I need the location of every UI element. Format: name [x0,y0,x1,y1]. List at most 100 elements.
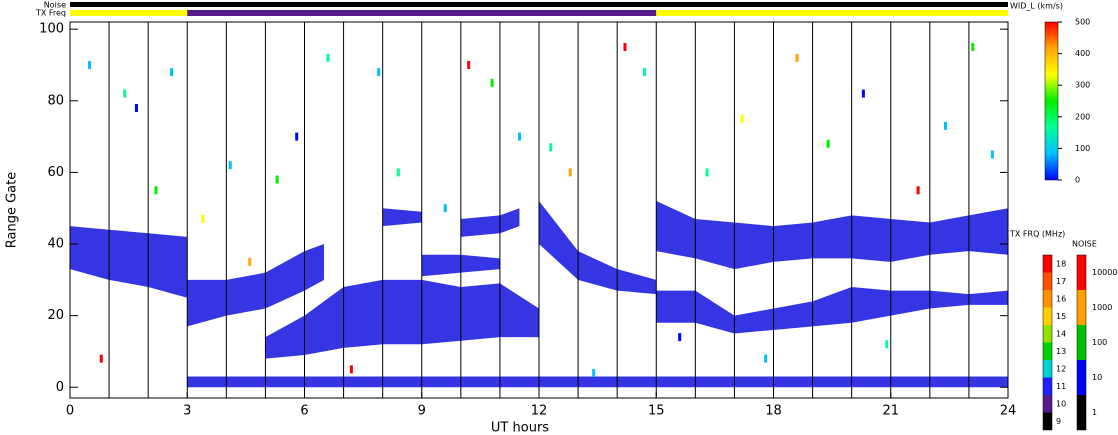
colorbar-segment [1043,255,1052,273]
colorbar-segment [1043,377,1052,395]
echo-point [916,186,920,195]
echo-point [971,43,975,52]
tx-bar-label: TX Freq [35,9,66,18]
colorbar-tick-label: 1000 [1092,303,1112,312]
colorbar-tick-label: 500 [1075,18,1090,27]
echo-point [795,53,799,62]
y-tick-label: 40 [47,237,64,252]
colorbar-segment [1077,360,1086,395]
echo-point [467,60,471,69]
echo-region [265,279,539,359]
noise-bar-title: NOISE [1072,240,1097,249]
x-tick-label: 9 [418,404,426,419]
colorbar-segment [1043,360,1052,378]
colorbar-tick-label: 10 [1092,373,1102,382]
echo-point [201,214,205,223]
x-tick-label: 6 [300,404,308,419]
noise-bar-label: Noise [44,1,66,10]
echo-point [275,175,279,184]
colorbar-segment [1043,395,1052,413]
colorbar-frame [1042,254,1053,431]
tx-freq-segment [656,10,1008,16]
colorbar-tick-label: 10000 [1092,268,1117,277]
echo-point [228,161,232,170]
echo-region [460,208,520,237]
echo-point [490,78,494,87]
x-tick-label: 24 [1000,404,1017,419]
echo-point [443,204,447,213]
colorbar-segment [1043,412,1052,430]
x-tick-label: 21 [882,404,899,419]
colorbar-segment [1077,325,1086,360]
y-tick-label: 60 [47,165,64,180]
colorbar-segment [1043,342,1052,360]
colorbar-tick-label: 9 [1056,417,1061,426]
freq-bar-title: TX FRQ (MHz) [1009,230,1065,239]
echo-point [248,257,252,266]
echo-point [943,121,947,130]
colorbar-tick-label: 11 [1056,382,1066,391]
noise-bar [70,2,1008,7]
y-tick-label: 100 [39,22,64,37]
echo-point [99,354,103,363]
colorbar-tick-label: 300 [1075,81,1090,90]
echo-point [295,132,299,141]
echo-region [382,208,422,227]
echo-point [123,89,127,98]
colorbar-tick-label: 17 [1056,277,1066,286]
x-axis-label: UT hours [491,421,549,435]
echo-point [623,43,627,52]
colorbar-segment [1043,272,1052,290]
colorbar-tick-label: 18 [1056,259,1066,268]
echo-point [678,333,682,342]
echo-point [740,114,744,123]
colorbar-tick-label: 100 [1092,338,1107,347]
echo-region [539,201,657,295]
echo-point [88,60,92,69]
colorbar-frame [1076,254,1087,431]
y-tick-label: 20 [47,308,64,323]
echo-point [349,365,353,374]
colorbar-segment [1043,307,1052,325]
echo-region [70,226,188,298]
x-tick-label: 15 [648,404,665,419]
y-axis-label: Range Gate [5,172,20,248]
echo-point [764,354,768,363]
echo-region [187,244,325,327]
x-tick-label: 3 [183,404,191,419]
colorbar-tick-label: 0 [1075,176,1080,185]
colorbar-tick-label: 100 [1075,144,1090,153]
echo-point [568,168,572,177]
echo-point [549,143,553,152]
colorbar-tick-label: 15 [1056,312,1066,321]
y-tick-label: 0 [56,380,64,395]
echo-region [187,376,1008,388]
echo-point [396,168,400,177]
echo-point [326,53,330,62]
echo-point [643,68,647,77]
echo-point [826,139,830,148]
colorbar-segment [1043,325,1052,343]
colorbar-segment [1043,290,1052,308]
colorbar-tick-label: 1 [1092,408,1097,417]
colorbar-tick-label: 400 [1075,49,1090,58]
wid-bar-title: WID_L (km/s) [1010,2,1063,11]
x-tick-label: 12 [531,404,548,419]
echo-point [154,186,158,195]
colorbar-segment [1077,255,1086,290]
width-colorbar [1044,21,1059,181]
echo-point [592,368,596,377]
tx-freq-segment [187,10,657,16]
colorbar-tick-label: 12 [1056,364,1066,373]
echo-point [134,103,138,112]
colorbar-segment [1077,395,1086,430]
echo-region [656,201,1008,270]
colorbar-tick-label: 13 [1056,347,1066,356]
echo-point [705,168,709,177]
y-tick-label: 80 [47,93,64,108]
echo-point [861,89,865,98]
tx-freq-segment [70,10,188,16]
colorbar-tick-label: 10 [1056,399,1066,408]
colorbar-tick-label: 200 [1075,112,1090,121]
